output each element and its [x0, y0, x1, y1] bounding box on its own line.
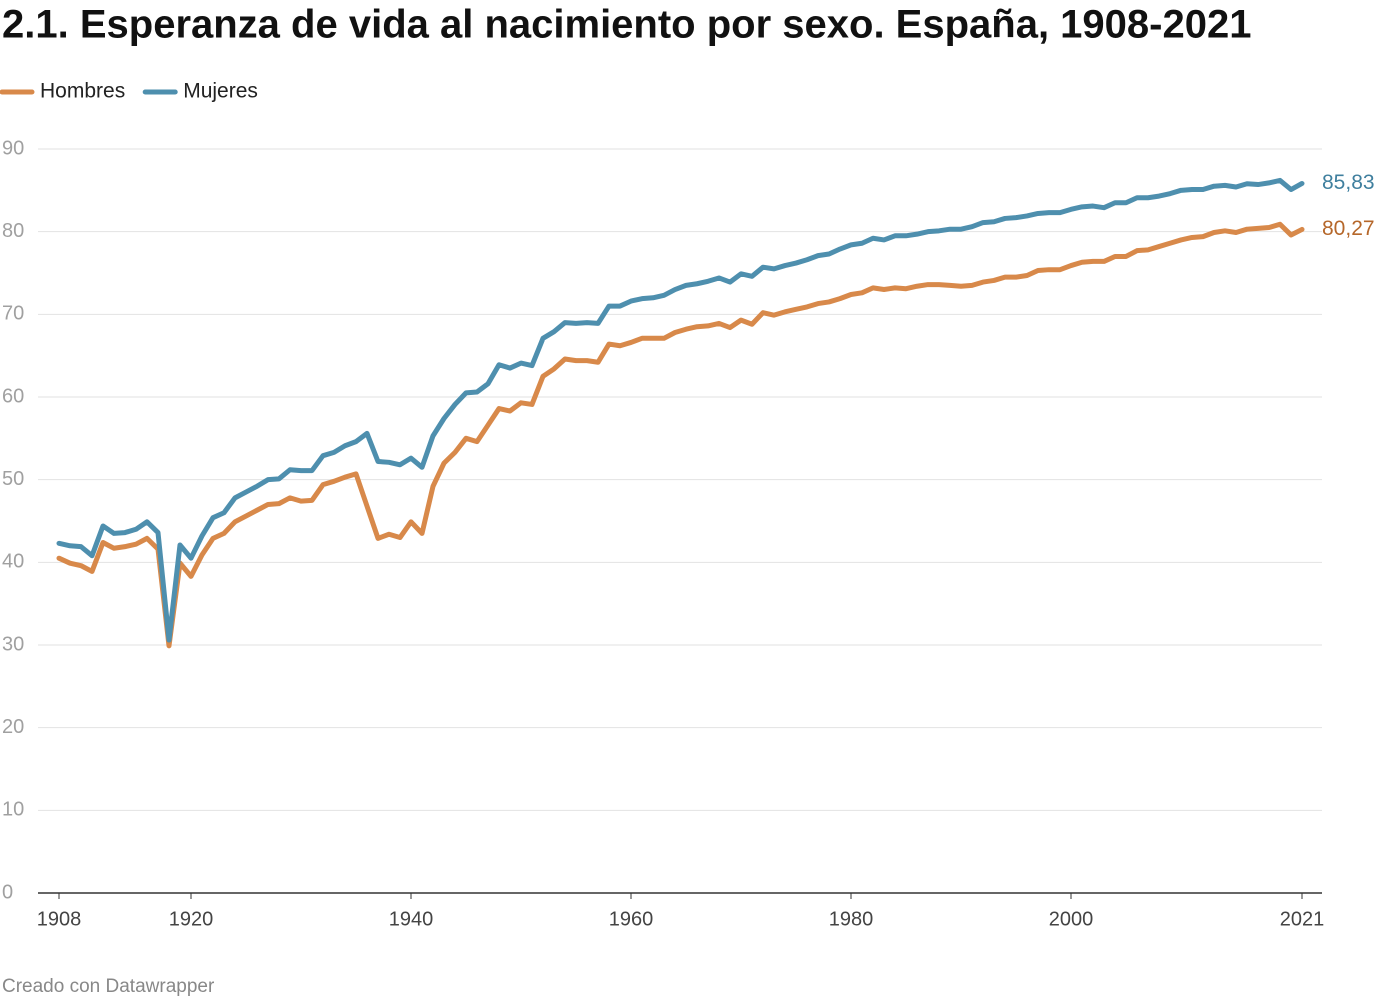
- source-note: Creado con Datawrapper: [2, 976, 215, 997]
- legend-label: Hombres: [40, 80, 125, 103]
- x-tick-label: 1960: [609, 908, 654, 930]
- y-tick-label: 50: [2, 468, 24, 490]
- y-tick-label: 80: [2, 220, 24, 242]
- x-tick-label: 2000: [1049, 908, 1094, 930]
- y-tick-label: 60: [2, 385, 24, 407]
- y-tick-label: 70: [2, 303, 24, 325]
- value-label: 80,27: [1322, 217, 1375, 240]
- y-tick-label: 90: [2, 137, 24, 159]
- y-tick-label: 40: [2, 551, 24, 573]
- y-tick-label: 30: [2, 633, 24, 655]
- chart-title: 2.1. Esperanza de vida al nacimiento por…: [2, 3, 1251, 47]
- series-line: [56, 221, 1305, 649]
- y-tick-label: 0: [2, 881, 13, 903]
- x-tick-label: 2021: [1280, 908, 1325, 930]
- legend-label: Mujeres: [183, 80, 258, 103]
- series-line: [56, 177, 1305, 643]
- value-label: 85,83: [1322, 171, 1375, 194]
- x-tick-label: 1920: [169, 908, 214, 930]
- x-tick-label: 1940: [389, 908, 434, 930]
- y-tick-label: 20: [2, 716, 24, 738]
- x-tick-label: 1980: [829, 908, 874, 930]
- x-tick-label: 1908: [37, 908, 82, 930]
- y-tick-label: 10: [2, 799, 24, 821]
